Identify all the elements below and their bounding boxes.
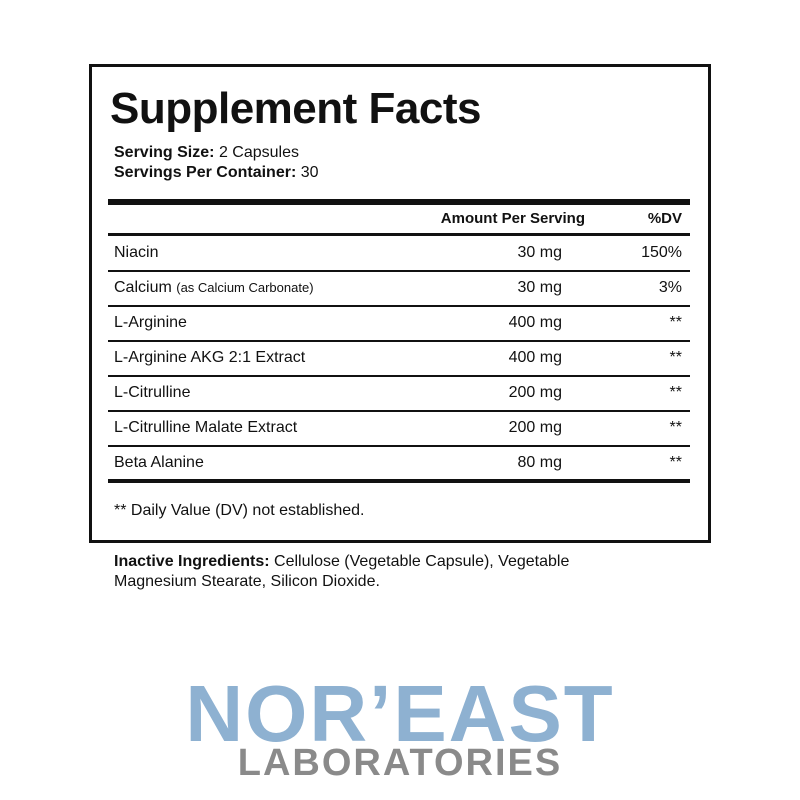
amount: 400 mg — [508, 314, 562, 331]
inactive-ingredients: Inactive Ingredients: Cellulose (Vegetab… — [114, 552, 634, 592]
value: 30 — [300, 164, 319, 181]
text: Cellulose (Vegetable Capsule), Vegetable… — [114, 553, 570, 590]
row-rule — [108, 270, 690, 272]
label: Servings Per Container: — [114, 164, 297, 181]
ingredient-name: Niacin — [114, 244, 159, 261]
servings-per-container: Servings Per Container: 30 — [114, 164, 319, 182]
dv-header: %DV — [647, 210, 682, 227]
logo: NOR’EAST — [185, 669, 615, 758]
amount: 30 mg — [517, 279, 562, 296]
dv: ** — [669, 454, 682, 471]
dv: 150% — [641, 244, 682, 261]
header-rule — [108, 233, 690, 236]
ingredient-name: L-Arginine AKG 2:1 Extract — [114, 349, 306, 366]
serving-size: Serving Size: 2 Capsules — [114, 144, 299, 162]
dv: ** — [669, 314, 682, 331]
footnote: ** Daily Value (DV) not established. — [114, 502, 365, 519]
thick-rule — [108, 199, 690, 205]
ingredient-note: (as Calcium Carbonate) — [176, 280, 314, 295]
dv: 3% — [658, 279, 682, 296]
value: 2 Capsules — [218, 144, 299, 161]
ingredient-name: L-Citrulline Malate Extract — [114, 419, 298, 436]
dv: ** — [669, 419, 682, 436]
thick-rule — [108, 479, 690, 483]
label: Serving Size: — [114, 144, 215, 161]
amount: 400 mg — [508, 349, 562, 366]
row-rule — [108, 305, 690, 307]
ingredient-name: L-Citrulline — [114, 384, 191, 401]
title: Supplement Facts — [110, 84, 481, 133]
ingredient-name: Calcium (as Calcium Carbonate) — [114, 279, 314, 296]
logo-sub: LABORATORIES — [237, 742, 563, 784]
label: Inactive Ingredients: — [114, 553, 270, 570]
amount: 200 mg — [508, 384, 562, 401]
ingredient-name: Beta Alanine — [114, 454, 204, 471]
row-rule — [108, 445, 690, 447]
facts-box — [89, 64, 711, 543]
dv: ** — [669, 384, 682, 401]
row-rule — [108, 340, 690, 342]
amount: 200 mg — [508, 419, 562, 436]
row-rule — [108, 410, 690, 412]
row-rule — [108, 375, 690, 377]
ingredient-name: L-Arginine — [114, 314, 187, 331]
dv: ** — [669, 349, 682, 366]
amount: 80 mg — [517, 454, 562, 471]
amount-header: Amount Per Serving — [440, 210, 585, 227]
amount: 30 mg — [517, 244, 562, 261]
